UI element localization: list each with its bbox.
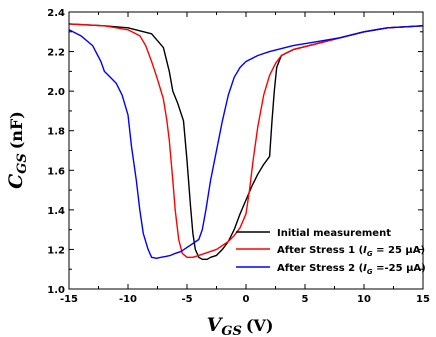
x-tick-label: -10	[119, 294, 137, 305]
y-tick-label: 1.8	[47, 127, 65, 138]
legend-item-stress1: After Stress 1 (IG = 25 µA)	[236, 245, 425, 258]
y-axis-unit: (nF)	[7, 111, 26, 149]
y-tick-labels: 1.0 1.2 1.4 1.6 1.8 2.0 2.2 2.4	[47, 8, 65, 296]
y-tick-label: 1.0	[47, 285, 65, 296]
legend-label-initial: Initial measurement	[277, 228, 391, 239]
x-axis-unit: (V)	[246, 316, 274, 335]
x-axis-symbol: V	[207, 314, 224, 336]
legend-item-stress2: After Stress 2 (IG =-25 µA)	[236, 263, 426, 276]
y-axis-symbol: C	[5, 174, 27, 189]
x-axis-subscript: GS	[221, 324, 242, 337]
x-tick-label: -15	[60, 294, 78, 305]
x-axis-title: VGS (V)	[207, 314, 274, 337]
y-tick-label: 2.2	[47, 48, 65, 59]
y-tick-label: 2.4	[47, 8, 65, 19]
x-tick-label: 10	[357, 294, 371, 305]
legend-label-stress2: After Stress 2 (IG =-25 µA)	[277, 263, 426, 276]
y-tick-label: 1.2	[47, 245, 65, 256]
series-line-stress2	[68, 25, 424, 259]
x-tick-label: 5	[302, 294, 309, 305]
legend: Initial measurement After Stress 1 (IG =…	[236, 228, 426, 276]
x-tick-label: -5	[181, 294, 192, 305]
ticks-layer	[68, 11, 424, 290]
y-tick-label: 2.0	[47, 87, 65, 98]
legend-item-initial: Initial measurement	[236, 228, 391, 239]
series-layer	[68, 23, 424, 260]
y-axis-title: CGS (nF)	[5, 111, 30, 189]
x-tick-label: 0	[243, 294, 250, 305]
legend-label-stress1: After Stress 1 (IG = 25 µA)	[277, 245, 425, 258]
y-axis-subscript: GS	[15, 153, 30, 174]
y-tick-label: 1.4	[47, 206, 65, 217]
series-line-stress1	[68, 23, 424, 258]
y-tick-label: 1.6	[47, 166, 65, 177]
x-tick-labels: -15 -10 -5 0 5 10 15	[60, 294, 430, 305]
x-tick-label: 15	[416, 294, 430, 305]
